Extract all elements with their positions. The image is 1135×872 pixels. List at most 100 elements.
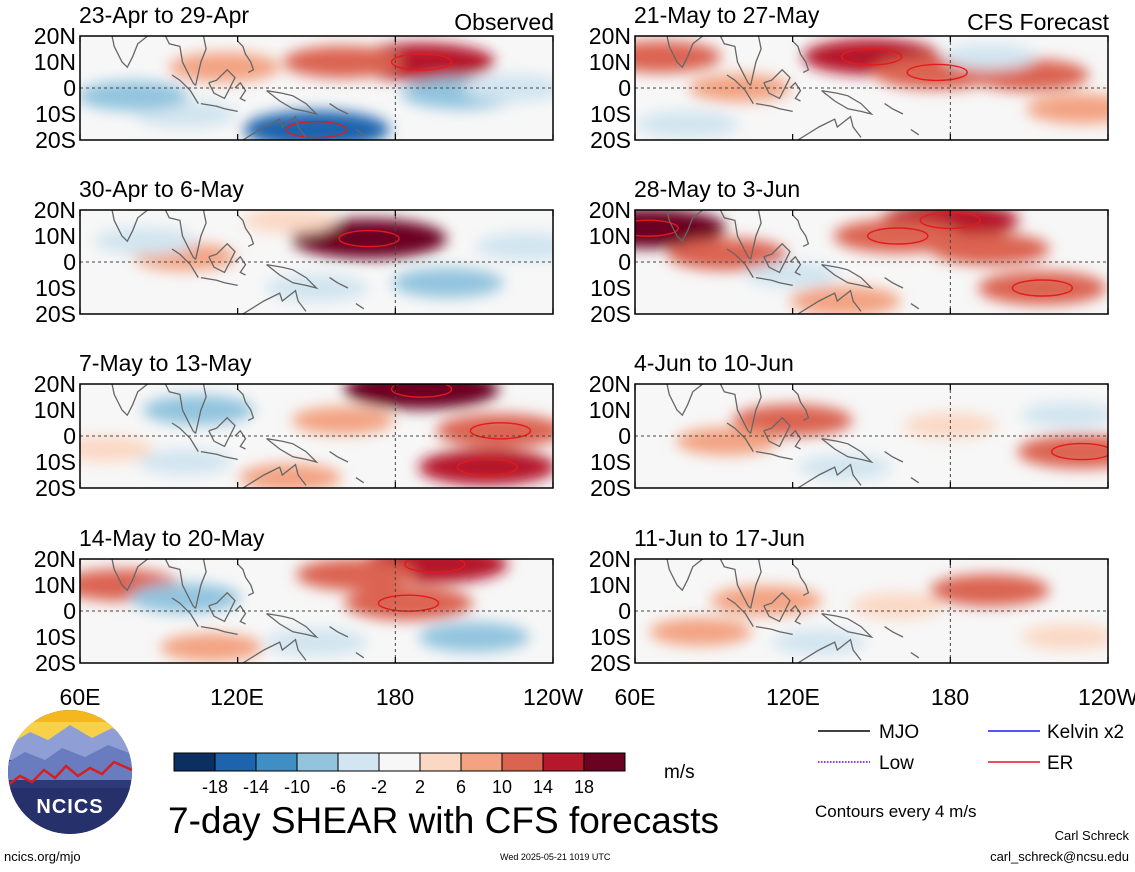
shear-anomaly-6: [789, 286, 901, 314]
coastline-10: [884, 451, 904, 463]
shear-anomaly-5: [475, 232, 553, 261]
coastline-7: [266, 89, 319, 116]
shear-anomaly-4: [688, 74, 792, 102]
y-tick-label: 0: [63, 249, 76, 275]
shear-anomaly-1: [418, 449, 553, 486]
coastline-11: [910, 477, 920, 484]
shear-anomaly-4: [977, 271, 1107, 305]
y-tick-label: 10S: [35, 449, 76, 475]
colorbar-swatch: [337, 752, 380, 772]
coastline-8: [237, 388, 255, 421]
panel-frame: [634, 383, 1109, 489]
x-tick-right-120e: 120E: [766, 684, 820, 710]
shear-anomaly-0: [929, 574, 1050, 607]
y-tick-label: 20S: [35, 475, 76, 501]
shear-anomaly-2: [833, 219, 963, 253]
y-tick-label: 10S: [35, 101, 76, 127]
y-tick-label: 20N: [34, 371, 76, 397]
y-tick-label: 20S: [590, 650, 631, 676]
panel-title: 4-Jun to 10-Jun: [634, 350, 794, 376]
coastline-2: [194, 36, 207, 86]
coastline-5: [208, 591, 236, 623]
shear-anomaly-5: [1021, 402, 1108, 429]
panel-title: 30-Apr to 6-May: [79, 176, 244, 202]
x-tick-right-60e: 60E: [615, 684, 656, 710]
coastline-3: [726, 597, 754, 627]
panel-frame: [634, 209, 1109, 315]
shear-anomaly-6: [80, 80, 189, 111]
y-tick-label: 0: [618, 75, 631, 101]
coastline-11: [355, 652, 365, 659]
coastline-9: [796, 115, 862, 140]
x-axis-left: 60E 120E 180 120W: [60, 684, 584, 710]
coastline-10: [884, 277, 904, 289]
panel-title: 7-May to 13-May: [79, 350, 252, 376]
shear-anomaly-4: [243, 110, 390, 140]
shear-anomaly-2: [649, 617, 752, 646]
y-tick-label: 10S: [590, 624, 631, 650]
x-tick-left-120w: 120W: [523, 684, 583, 710]
shear-anomaly-7: [80, 436, 154, 462]
legend-item-er: ER: [988, 753, 1073, 774]
coastline-0: [666, 384, 704, 417]
y-tick-label: 0: [618, 598, 631, 624]
y-tick-label: 10N: [34, 572, 76, 598]
legend-item-kelvin: Kelvin x2: [988, 722, 1124, 743]
forecast-label: CFS Forecast: [967, 9, 1109, 35]
shear-field: [80, 36, 553, 140]
shear-anomaly-2: [436, 413, 553, 448]
shear-anomaly-3: [850, 592, 945, 619]
shear-anomaly-0: [732, 404, 853, 437]
coastline-3: [726, 422, 754, 452]
er-contour-2: [469, 422, 532, 440]
coastline-0: [111, 210, 149, 243]
coastline-7: [821, 263, 874, 290]
panel-title: 21-May to 27-May: [634, 2, 820, 28]
coastline-0: [666, 210, 704, 243]
y-tick-label: 10N: [34, 49, 76, 75]
coastline-11: [910, 652, 920, 659]
shear-anomaly-1: [282, 46, 403, 78]
er-contour-0: [635, 219, 679, 237]
coastline-6: [789, 81, 802, 102]
coastline-6: [789, 429, 802, 450]
y-tick-label: 20N: [589, 23, 631, 49]
coastline-1: [719, 210, 752, 260]
colorbar: -18 -14 -10 -6 -2 2 6 10 14 18: [173, 752, 626, 797]
shear-field: [94, 210, 553, 314]
shear-anomaly-5: [1021, 624, 1108, 650]
shear-anomaly-3: [344, 586, 473, 621]
shear-field: [666, 384, 1108, 488]
coastline-11: [910, 129, 920, 136]
er-contour-1: [456, 458, 519, 476]
coastline-6: [234, 81, 247, 102]
coastline-3: [171, 597, 199, 627]
coastline-9: [241, 289, 307, 314]
y-tick-label: 20S: [590, 475, 631, 501]
coastline-3: [726, 248, 754, 278]
coastline-0: [111, 384, 149, 417]
coastline-2: [749, 559, 762, 609]
colorbar-tick: 14: [533, 777, 553, 797]
shear-anomaly-1: [675, 427, 779, 456]
y-tick-label: 20N: [589, 197, 631, 223]
coastline-2: [749, 36, 762, 86]
logo-text: NCICS: [36, 796, 103, 818]
coastline-8: [237, 214, 255, 247]
colorbar-swatch: [378, 752, 421, 772]
coastline-1: [164, 36, 197, 86]
coastline-8: [237, 563, 255, 596]
shear-field: [80, 559, 530, 663]
coastline-11: [910, 303, 920, 310]
shear-anomaly-4: [94, 227, 197, 256]
coastline-10: [329, 277, 349, 289]
y-tick-label: 0: [63, 598, 76, 624]
coastline-1: [719, 384, 752, 434]
coastline-6: [789, 255, 802, 276]
website-link[interactable]: ncics.org/mjo: [4, 849, 81, 864]
coastline-6: [234, 255, 247, 276]
